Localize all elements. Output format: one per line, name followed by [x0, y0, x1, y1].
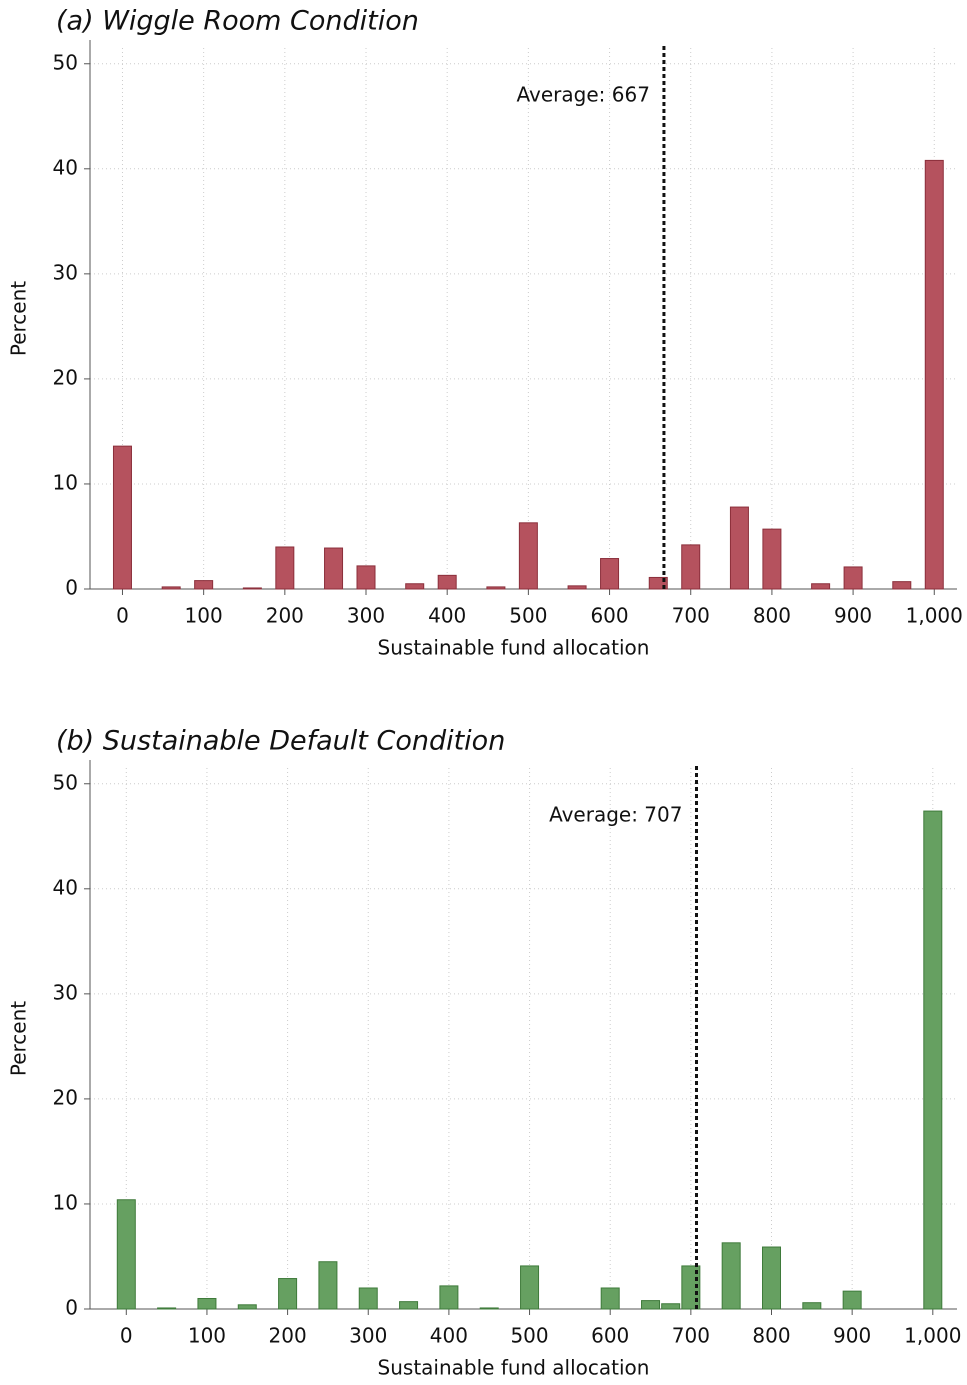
x-tick-label: 800 [753, 604, 791, 628]
bar [923, 810, 943, 1310]
bar [641, 1300, 661, 1310]
bar [567, 585, 587, 590]
bar [762, 1246, 782, 1310]
bar [661, 1303, 681, 1310]
average-label: Average: 707 [549, 803, 682, 827]
bar [681, 544, 701, 590]
bar [924, 159, 944, 590]
x-axis-label: Sustainable fund allocation [378, 636, 650, 660]
y-tick-label: 50 [53, 50, 78, 74]
bar [842, 1290, 862, 1310]
y-tick-label: 10 [53, 470, 78, 494]
bar [518, 522, 538, 590]
bar [721, 1242, 741, 1310]
bar [399, 1301, 419, 1310]
bar [843, 566, 863, 590]
bar [237, 1304, 257, 1310]
x-tick-label: 0 [116, 604, 129, 628]
chart-title: (b) Sustainable Default Condition [56, 726, 505, 757]
y-tick-label: 10 [53, 1190, 78, 1214]
x-tick-label: 600 [591, 1324, 629, 1348]
x-tick-label: 500 [510, 1324, 548, 1348]
x-tick-label: 200 [269, 1324, 307, 1348]
x-tick-label: 100 [188, 1324, 226, 1348]
y-tick-label: 30 [53, 980, 78, 1004]
bar [600, 1287, 620, 1310]
y-tick-label: 50 [53, 770, 78, 794]
chart-title: (a) Wiggle Room Condition [56, 6, 419, 37]
x-tick-label: 0 [120, 1324, 133, 1348]
bar [486, 586, 506, 590]
x-tick-label: 600 [590, 604, 628, 628]
bar [802, 1302, 822, 1310]
y-axis-label: Percent [7, 1001, 31, 1076]
bar [892, 581, 912, 590]
bar [194, 580, 214, 590]
bar [729, 506, 749, 590]
x-tick-label: 400 [430, 1324, 468, 1348]
y-axis-label: Percent [7, 281, 31, 356]
bar [600, 558, 620, 590]
bar [242, 587, 262, 590]
x-tick-label: 1,000 [904, 1324, 961, 1348]
bar [278, 1278, 298, 1310]
y-tick-label: 0 [65, 1296, 78, 1320]
bar [811, 583, 831, 590]
bar [479, 1307, 499, 1310]
x-tick-label: 1,000 [906, 604, 963, 628]
bar [157, 1307, 177, 1310]
x-axis-label: Sustainable fund allocation [378, 1356, 650, 1380]
x-tick-label: 700 [672, 1324, 710, 1348]
y-tick-label: 40 [53, 875, 78, 899]
bar [437, 574, 457, 590]
x-tick-label: 300 [347, 604, 385, 628]
x-tick-label: 200 [266, 604, 304, 628]
x-tick-label: 400 [428, 604, 466, 628]
y-tick-label: 0 [65, 576, 78, 600]
bar [762, 528, 782, 590]
bar [405, 583, 425, 590]
average-label: Average: 667 [517, 83, 650, 107]
x-tick-label: 900 [833, 1324, 871, 1348]
bar [356, 565, 376, 590]
x-tick-label: 900 [834, 604, 872, 628]
bar [324, 547, 344, 590]
bar [439, 1285, 459, 1310]
bar [161, 586, 181, 590]
bar [116, 1199, 136, 1310]
y-tick-label: 20 [53, 1085, 78, 1109]
bar [197, 1297, 217, 1310]
bar [112, 445, 132, 590]
x-tick-label: 500 [509, 604, 547, 628]
bar [520, 1265, 540, 1310]
bar [318, 1261, 338, 1310]
y-tick-label: 20 [53, 365, 78, 389]
bar [275, 546, 295, 590]
bar [648, 576, 668, 590]
x-tick-label: 800 [752, 1324, 790, 1348]
x-tick-label: 300 [349, 1324, 387, 1348]
x-tick-label: 100 [185, 604, 223, 628]
x-tick-label: 700 [672, 604, 710, 628]
y-tick-label: 30 [53, 260, 78, 284]
bar [358, 1287, 378, 1310]
y-tick-label: 40 [53, 155, 78, 179]
